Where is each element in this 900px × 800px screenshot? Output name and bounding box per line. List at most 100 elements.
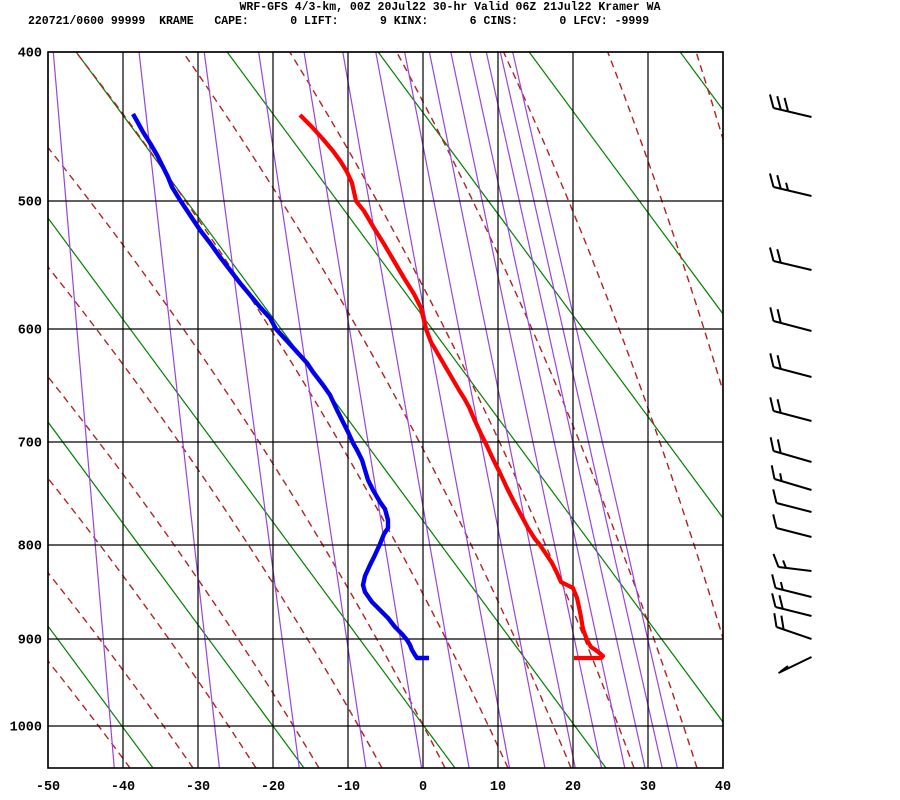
wind-barb-tick <box>769 397 775 412</box>
wind-barb-staff <box>776 527 812 538</box>
wind-barb-tick <box>779 581 784 591</box>
wind-barb-staff <box>773 366 812 378</box>
wind-barb <box>770 465 812 491</box>
temperature-axis-label: 0 <box>419 780 427 795</box>
temperature-axis-label: 20 <box>565 780 581 795</box>
pressure-axis-label: 900 <box>18 634 42 649</box>
wind-barb-tick <box>771 593 777 608</box>
wind-barb-tick <box>769 353 775 368</box>
moist-adiabat-line <box>48 571 194 768</box>
wind-barb <box>772 514 812 538</box>
wind-barb-tick <box>776 355 782 370</box>
wind-barb <box>768 173 812 197</box>
temperature-axis-label: 10 <box>490 780 506 795</box>
pressure-axis-label: 700 <box>18 437 42 452</box>
moist-adiabat-line <box>48 660 131 768</box>
mixing-ratio-line <box>303 52 423 768</box>
wind-barb <box>772 489 812 513</box>
mixing-ratio-line <box>203 52 300 768</box>
moist-adiabat-line <box>48 265 383 768</box>
wind-barb-tick <box>776 399 782 414</box>
wind-barb <box>771 593 812 617</box>
moist-adiabat-line <box>502 52 723 641</box>
wind-barb-staff <box>773 410 812 422</box>
moist-adiabat-line <box>48 477 257 768</box>
wind-barb <box>769 397 812 422</box>
dry-adiabat-line <box>48 421 305 768</box>
wind-barb <box>769 353 812 378</box>
wind-barb-tick <box>782 560 787 569</box>
temperature-axis-label: 30 <box>640 780 656 795</box>
dry-adiabat-line <box>48 625 154 768</box>
dry-adiabat-line <box>226 52 723 724</box>
background-lines <box>48 52 723 768</box>
moist-adiabat-line <box>48 146 446 768</box>
wind-barb-staff <box>778 656 812 674</box>
wind-barb-tick <box>779 473 783 482</box>
wind-barb-tick <box>768 173 775 188</box>
stability-indices-line: 220721/0600 99999 KRAME CAPE: 0 LIFT: 9 … <box>28 15 650 28</box>
mixing-ratio-line <box>342 52 470 768</box>
temperature-axis-label: -50 <box>36 780 60 795</box>
wind-barb-tick <box>776 174 782 189</box>
moist-adiabat-line <box>181 52 572 768</box>
mixing-ratio-line <box>485 52 646 768</box>
wind-barb-staff <box>773 320 812 332</box>
wind-barb <box>768 94 812 118</box>
wind-barb-tick <box>773 613 778 628</box>
wind-barb-tick <box>772 553 780 568</box>
mixing-ratio-line <box>375 52 511 768</box>
wind-barb <box>769 307 812 332</box>
wind-barb-staff <box>774 478 812 491</box>
wind-barb-tick <box>785 182 790 191</box>
wind-barb-staff <box>778 566 812 572</box>
plot-frame <box>47 51 724 769</box>
mixing-ratio-line <box>512 52 678 768</box>
wind-barb-tick <box>772 514 778 529</box>
mixing-ratio-line <box>499 52 663 768</box>
wind-barb-tick <box>776 95 782 110</box>
wind-barb-staff <box>776 626 812 640</box>
wind-barb <box>778 656 812 674</box>
pressure-axis-label: 500 <box>18 196 42 211</box>
pressure-axis-label: 800 <box>18 540 42 555</box>
temperature-axis-label: -40 <box>111 780 135 795</box>
dry-adiabat-line <box>528 52 723 315</box>
wind-barb-staff <box>773 260 812 271</box>
moist-adiabat-line <box>395 52 698 768</box>
temperature-axis-label: -30 <box>186 780 210 795</box>
mixing-ratio-line <box>52 52 115 768</box>
temperature-axis-label: -10 <box>336 780 360 795</box>
moist-adiabat-line <box>75 52 509 768</box>
moist-adiabat-line <box>288 52 635 768</box>
wind-barb-tick <box>768 247 775 262</box>
wind-barb-staff <box>773 186 812 197</box>
wind-barb-tick <box>770 465 776 480</box>
wind-barb-tick <box>783 97 790 112</box>
dewpoint-trace <box>131 112 429 661</box>
dry-adiabat-line <box>679 52 723 111</box>
wind-barb-tick <box>768 94 775 109</box>
wind-barb-staff <box>776 502 812 513</box>
mixing-ratio-line <box>138 52 221 768</box>
wind-barb-tick <box>780 615 785 630</box>
wind-barb-tick <box>776 248 782 263</box>
wind-barb-tick <box>778 594 784 610</box>
wind-barb <box>769 437 812 463</box>
pressure-axis-label: 600 <box>18 324 42 339</box>
wind-barb-tick <box>769 437 775 452</box>
pressure-axis-label: 1000 <box>10 721 42 736</box>
wind-barb-staff <box>775 606 812 617</box>
axis-labels: 400 500 600 700 800 900 1000 -50 -40 -30 -20 -10 0 10… <box>10 47 732 796</box>
mixing-ratio-line <box>469 52 626 768</box>
moist-adiabat-line <box>606 52 723 394</box>
temperature-trace <box>298 113 606 661</box>
wind-barb <box>772 553 812 572</box>
mixing-ratio-line <box>258 52 367 768</box>
wind-barb-tick <box>776 439 782 454</box>
wind-barb-tick <box>769 307 775 322</box>
wind-barb <box>773 613 812 640</box>
wind-barb-staff <box>773 450 812 463</box>
